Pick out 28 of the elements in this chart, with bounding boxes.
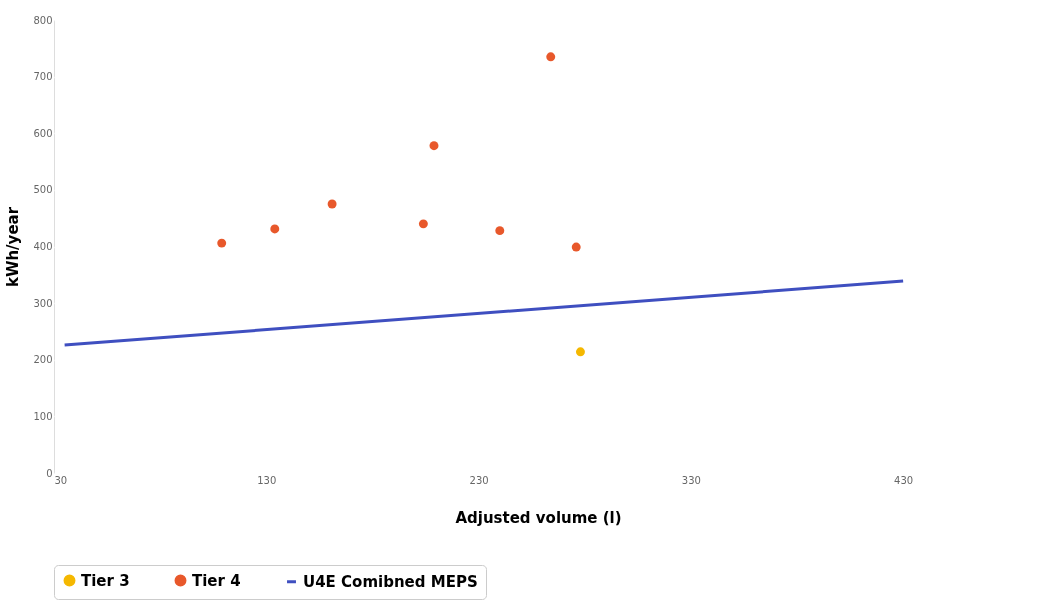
x-tick-label: 430 [894,474,914,486]
x-axis-title: Adjusted volume (l) [455,508,622,527]
point [575,347,585,357]
point [327,199,337,209]
x-tick-label: 130 [257,474,277,486]
x-tick-label: 30 [54,474,68,486]
y-tick-label: 300 [33,297,53,309]
legend-label: Tier 3 [81,571,130,590]
y-tick-label: 200 [33,354,53,366]
point [546,52,556,62]
y-tick-label: 400 [33,241,53,252]
point [571,242,581,252]
y-tick-label: 0 [46,467,53,479]
y-tick-label: 800 [33,14,53,26]
y-axis-title: kWh/year [4,206,23,288]
y-tick-label: 100 [33,410,53,422]
point [217,238,227,248]
legend-label: Tier 4 [192,571,241,590]
x-tick-label: 230 [469,474,489,486]
point [418,219,428,229]
x-tick-label: 330 [681,474,701,486]
y-tick-label: 700 [33,71,53,83]
point [429,141,439,151]
point [495,226,505,236]
y-tick-label: 500 [33,184,53,196]
y-tick-label: 600 [33,127,53,139]
point [270,224,280,234]
legend-label: U4E Comibned MEPS [303,572,478,591]
